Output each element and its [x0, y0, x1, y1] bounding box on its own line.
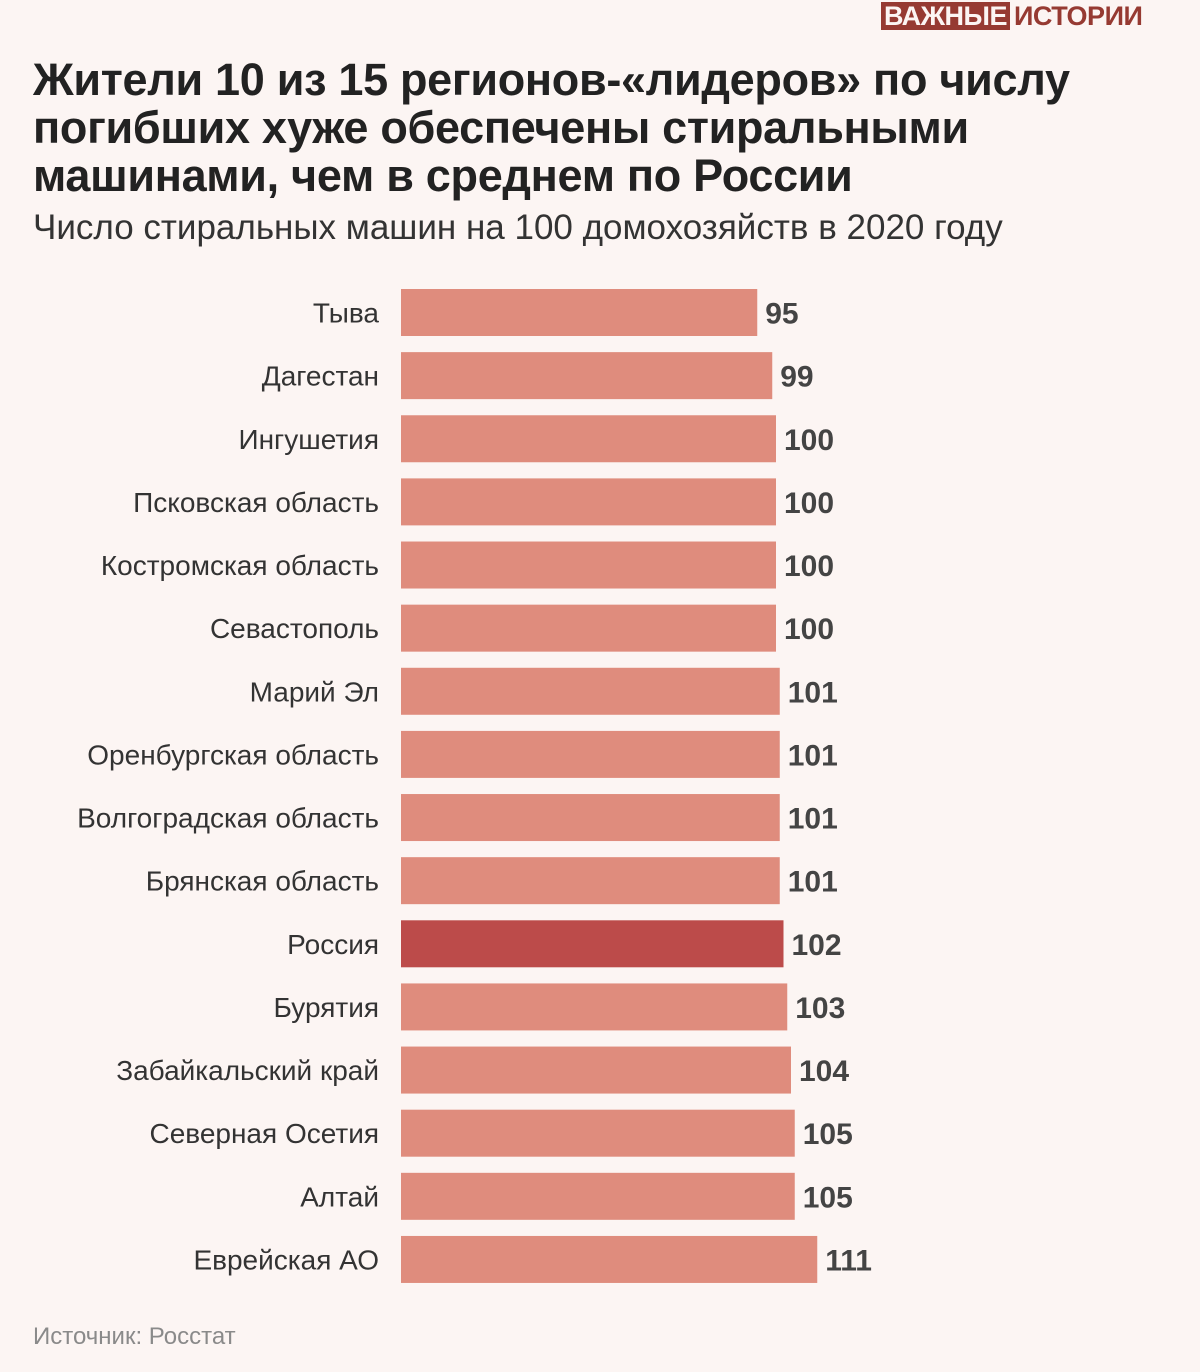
- chart-title: Жители 10 из 15 регионов-«лидеров» по чи…: [33, 54, 1070, 201]
- logo-part1: ВАЖНЫЕ: [881, 2, 1010, 30]
- value-label: 101: [788, 739, 838, 772]
- category-label: Костромская область: [101, 550, 379, 581]
- bar-2: [401, 415, 776, 463]
- category-label: Севастополь: [210, 613, 379, 644]
- bar-11: [401, 983, 788, 1031]
- category-label: Алтай: [300, 1181, 379, 1212]
- bar-0: [401, 289, 758, 336]
- value-label: 105: [803, 1118, 853, 1151]
- category-label: Россия: [287, 929, 379, 960]
- category-label: Марий Эл: [250, 676, 379, 707]
- brand-logo: ВАЖНЫЕ ИСТОРИИ: [881, 1, 1143, 31]
- bar-14: [401, 1172, 795, 1220]
- value-label: 105: [803, 1181, 853, 1214]
- category-label: Волгоградская область: [77, 803, 379, 834]
- category-label: Оренбургская область: [87, 739, 379, 770]
- bar-13: [401, 1109, 795, 1157]
- bar-8: [401, 794, 780, 842]
- bar-1: [401, 352, 773, 400]
- bar-6: [401, 667, 780, 715]
- category-label: Брянская область: [146, 866, 379, 897]
- bar-7: [401, 730, 780, 778]
- chart-subtitle: Число стиральных машин на 100 домохозяйс…: [33, 208, 1003, 247]
- bar-10: [401, 920, 784, 968]
- value-label: 111: [825, 1244, 872, 1277]
- value-label: 95: [765, 298, 798, 331]
- category-label: Северная Осетия: [149, 1118, 379, 1149]
- category-label: Еврейская АО: [193, 1244, 379, 1275]
- value-label: 104: [799, 1055, 849, 1088]
- value-label: 100: [784, 487, 834, 520]
- logo-part2: ИСТОРИИ: [1014, 1, 1143, 31]
- bar-9: [401, 857, 780, 905]
- value-label: 100: [784, 424, 834, 457]
- category-label: Тыва: [313, 298, 380, 329]
- bar-3: [401, 478, 776, 526]
- bar-4: [401, 541, 776, 589]
- value-label: 101: [788, 866, 838, 899]
- value-label: 101: [788, 803, 838, 836]
- value-label: 100: [784, 613, 834, 646]
- value-label: 99: [780, 361, 813, 394]
- bar-5: [401, 604, 776, 652]
- bar-15: [401, 1235, 818, 1283]
- category-label: Бурятия: [274, 992, 380, 1023]
- value-label: 102: [792, 929, 842, 962]
- source-note: Источник: Росстат: [33, 1323, 236, 1350]
- value-label: 101: [788, 676, 838, 709]
- category-label: Забайкальский край: [116, 1055, 379, 1086]
- category-label: Ингушетия: [238, 424, 379, 455]
- value-label: 103: [795, 992, 845, 1025]
- bar-12: [401, 1046, 791, 1094]
- category-label: Дагестан: [262, 361, 379, 392]
- value-label: 100: [784, 550, 834, 583]
- category-label: Псковская область: [133, 487, 379, 518]
